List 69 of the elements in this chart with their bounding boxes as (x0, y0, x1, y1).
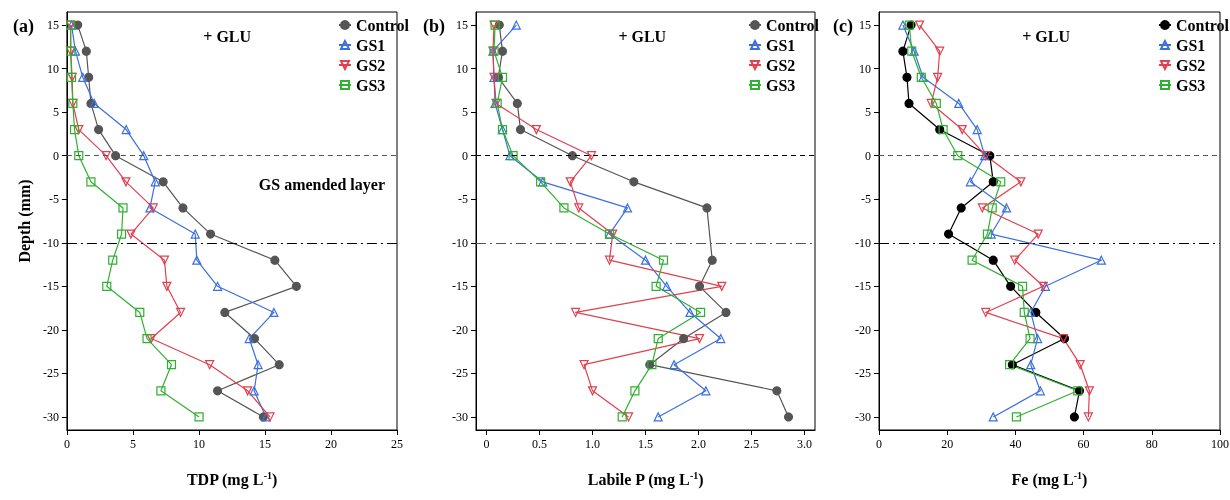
y-tick-label: 5 (52, 105, 59, 120)
annotation: + GLU (203, 27, 252, 45)
x-tick-label: 40 (1009, 437, 1022, 451)
y-tick-label: -25 (452, 366, 468, 381)
y-tick-label: -30 (855, 409, 871, 424)
y-tick-label: -5 (48, 192, 59, 207)
legend-label: GS3 (355, 76, 386, 94)
y-tick-label: -10 (452, 235, 468, 250)
legend-label: Control (765, 16, 820, 34)
y-tick-label: 0 (462, 148, 468, 163)
y-axis-title: Depth (mm) (15, 179, 34, 263)
y-tick-label: 10 (859, 61, 871, 76)
x-tick-label: 15 (258, 437, 271, 451)
annotation: + GLU (618, 27, 667, 45)
chart-title: (b) (423, 16, 445, 37)
y-tick-label: -20 (855, 322, 871, 337)
chart-title: (a) (13, 16, 34, 37)
y-tick-label: -5 (861, 192, 871, 207)
y-tick-label: 0 (52, 148, 59, 163)
y-tick-label: -20 (42, 322, 59, 337)
x-tick-label: 25 (391, 437, 403, 451)
legend-label: Control (1175, 16, 1230, 34)
y-tick-label: 15 (859, 18, 871, 33)
y-tick-label: 15 (46, 18, 59, 33)
y-tick-label: -30 (42, 409, 59, 424)
legend-label: GS2 (765, 56, 796, 74)
y-tick-label: -15 (42, 279, 59, 294)
x-tick-label: 80 (1145, 437, 1158, 451)
legend-label: GS1 (765, 36, 796, 54)
x-tick-label: 20 (324, 437, 337, 451)
y-tick-label: -5 (458, 192, 468, 207)
x-tick-label: 0 (63, 437, 70, 451)
legend-label: GS1 (355, 36, 386, 54)
y-tick-label: -30 (452, 409, 468, 424)
x-tick-label: 1.5 (638, 437, 653, 451)
y-tick-label: 0 (865, 148, 871, 163)
y-tick-label: -25 (855, 366, 871, 381)
y-tick-label: -10 (855, 235, 871, 250)
x-tick-label: 2.0 (690, 437, 706, 451)
y-tick-label: -25 (42, 366, 59, 381)
legend-label: GS2 (355, 56, 386, 74)
y-tick-label: 10 (456, 61, 468, 76)
legend-label: GS1 (1175, 36, 1206, 54)
x-tick-label: 5 (129, 437, 136, 451)
x-tick-label: 1.0 (585, 437, 601, 451)
legend-label: GS3 (765, 76, 796, 94)
y-tick-label: -10 (42, 235, 59, 250)
x-tick-label: 20 (941, 437, 954, 451)
y-tick-label: 5 (865, 105, 871, 120)
legend-label: GS3 (1175, 76, 1206, 94)
x-tick-label: 2.5 (743, 437, 759, 451)
x-tick-label: 100 (1211, 437, 1229, 451)
y-tick-label: 10 (46, 61, 59, 76)
x-tick-label: 60 (1077, 437, 1090, 451)
legend-label: GS2 (1175, 56, 1206, 74)
y-tick-label: -20 (452, 322, 468, 337)
y-tick-label: 15 (456, 18, 468, 33)
x-tick-label: 3.0 (796, 437, 812, 451)
y-tick-label: -15 (452, 279, 468, 294)
annotation: + GLU (1022, 27, 1071, 45)
legend-label: Control (355, 16, 410, 34)
x-tick-label: 0.5 (532, 437, 548, 451)
y-tick-label: -15 (855, 279, 871, 294)
y-tick-label: 5 (462, 105, 468, 120)
x-tick-label: 10 (192, 437, 205, 451)
annotation: GS amended layer (258, 175, 385, 194)
x-tick-label: 0 (876, 437, 882, 451)
x-tick-label: 0 (483, 437, 490, 451)
chart-title: (c) (833, 16, 853, 37)
